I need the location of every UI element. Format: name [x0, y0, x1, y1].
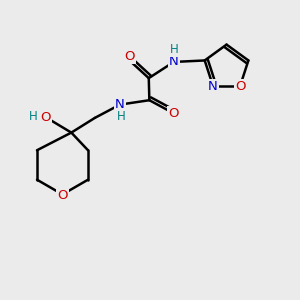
Text: O: O — [169, 107, 179, 120]
Text: N: N — [169, 56, 179, 68]
Text: O: O — [235, 80, 245, 93]
Text: O: O — [40, 111, 51, 124]
Text: H: H — [29, 110, 38, 124]
Text: H: H — [169, 43, 178, 56]
Text: O: O — [57, 188, 68, 202]
Text: N: N — [115, 98, 125, 111]
Text: O: O — [124, 50, 135, 63]
Text: H: H — [117, 110, 126, 124]
Text: N: N — [208, 80, 218, 93]
